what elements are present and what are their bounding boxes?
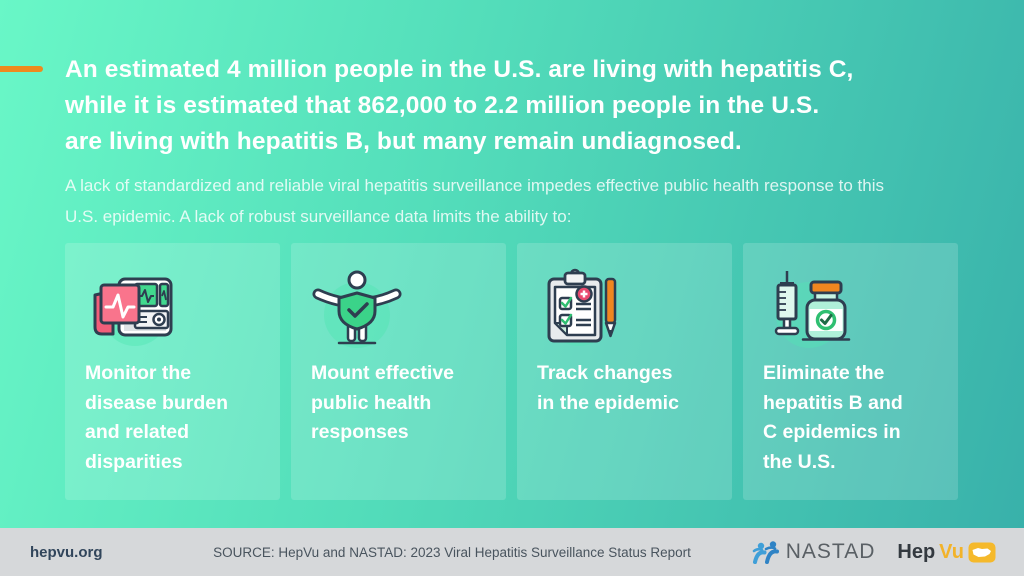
card-track-changes: Track changes in the epidemic [517, 243, 732, 500]
ekg-monitor-icon [93, 277, 173, 346]
hepvu-wordmark-vu: Vu [939, 540, 964, 563]
website-url: hepvu.org [30, 543, 103, 561]
hepvu-wordmark-hep: Hep [897, 540, 936, 563]
syringe-vaccine-icon [774, 271, 851, 348]
footer-bar: hepvu.org SOURCE: HepVu and NASTAD: 2023… [0, 528, 1024, 576]
source-attribution: SOURCE: HepVu and NASTAD: 2023 Viral Hep… [213, 544, 691, 560]
subtitle: A lack of standardized and reliable vira… [65, 176, 884, 226]
card-row: Monitor the disease burden and related d… [65, 243, 958, 500]
card-title: Mount effective public health responses [311, 362, 455, 443]
card-title: Track changes in the epidemic [537, 362, 679, 414]
card-public-health-responses: Mount effective public health responses [291, 243, 506, 500]
nastad-figures-icon [752, 540, 779, 564]
person-shield-icon [312, 270, 402, 348]
footer-logos: NASTAD Hep Vu [752, 528, 996, 576]
hepvu-logo: Hep Vu [897, 541, 996, 564]
clipboard-checklist-icon [546, 268, 617, 346]
headline: An estimated 4 million people in the U.S… [65, 56, 854, 155]
card-title: Monitor the disease burden and related d… [85, 362, 229, 473]
nastad-logo: NASTAD [752, 539, 876, 566]
accent-dash [0, 66, 43, 72]
nastad-wordmark: NASTAD [785, 540, 876, 563]
hepvu-map-badge-icon [968, 542, 996, 562]
card-monitor-disease-burden: Monitor the disease burden and related d… [65, 243, 280, 500]
card-title: Eliminate the hepatitis B and C epidemic… [763, 362, 903, 473]
card-eliminate-epidemics: Eliminate the hepatitis B and C epidemic… [743, 243, 958, 500]
